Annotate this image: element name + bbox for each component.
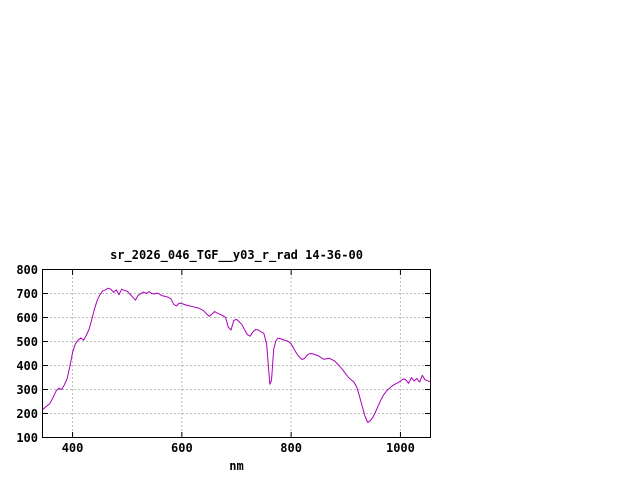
y-tick-label: 500 [16, 334, 38, 349]
y-tick-label: 800 [16, 262, 38, 277]
chart-title: sr_2026_046_TGF__y03_r_rad 14-36-00 [110, 248, 363, 262]
spectrum-line [42, 287, 431, 423]
x-tick-label: 400 [61, 441, 84, 455]
x-tick-label: 800 [280, 441, 302, 455]
y-tick-label: 200 [16, 406, 38, 421]
y-tick-label: 400 [16, 358, 38, 373]
x-tick-label: 600 [171, 441, 193, 455]
y-tick-label: 600 [16, 310, 38, 325]
y-tick-label: 700 [16, 286, 38, 301]
y-tick-label: 300 [16, 382, 38, 397]
y-tick-label: 100 [16, 430, 38, 445]
x-tick-label: 1000 [385, 441, 415, 455]
plot-border [42, 269, 431, 438]
x-axis-label: nm [229, 459, 244, 473]
plot-area [42, 269, 431, 438]
